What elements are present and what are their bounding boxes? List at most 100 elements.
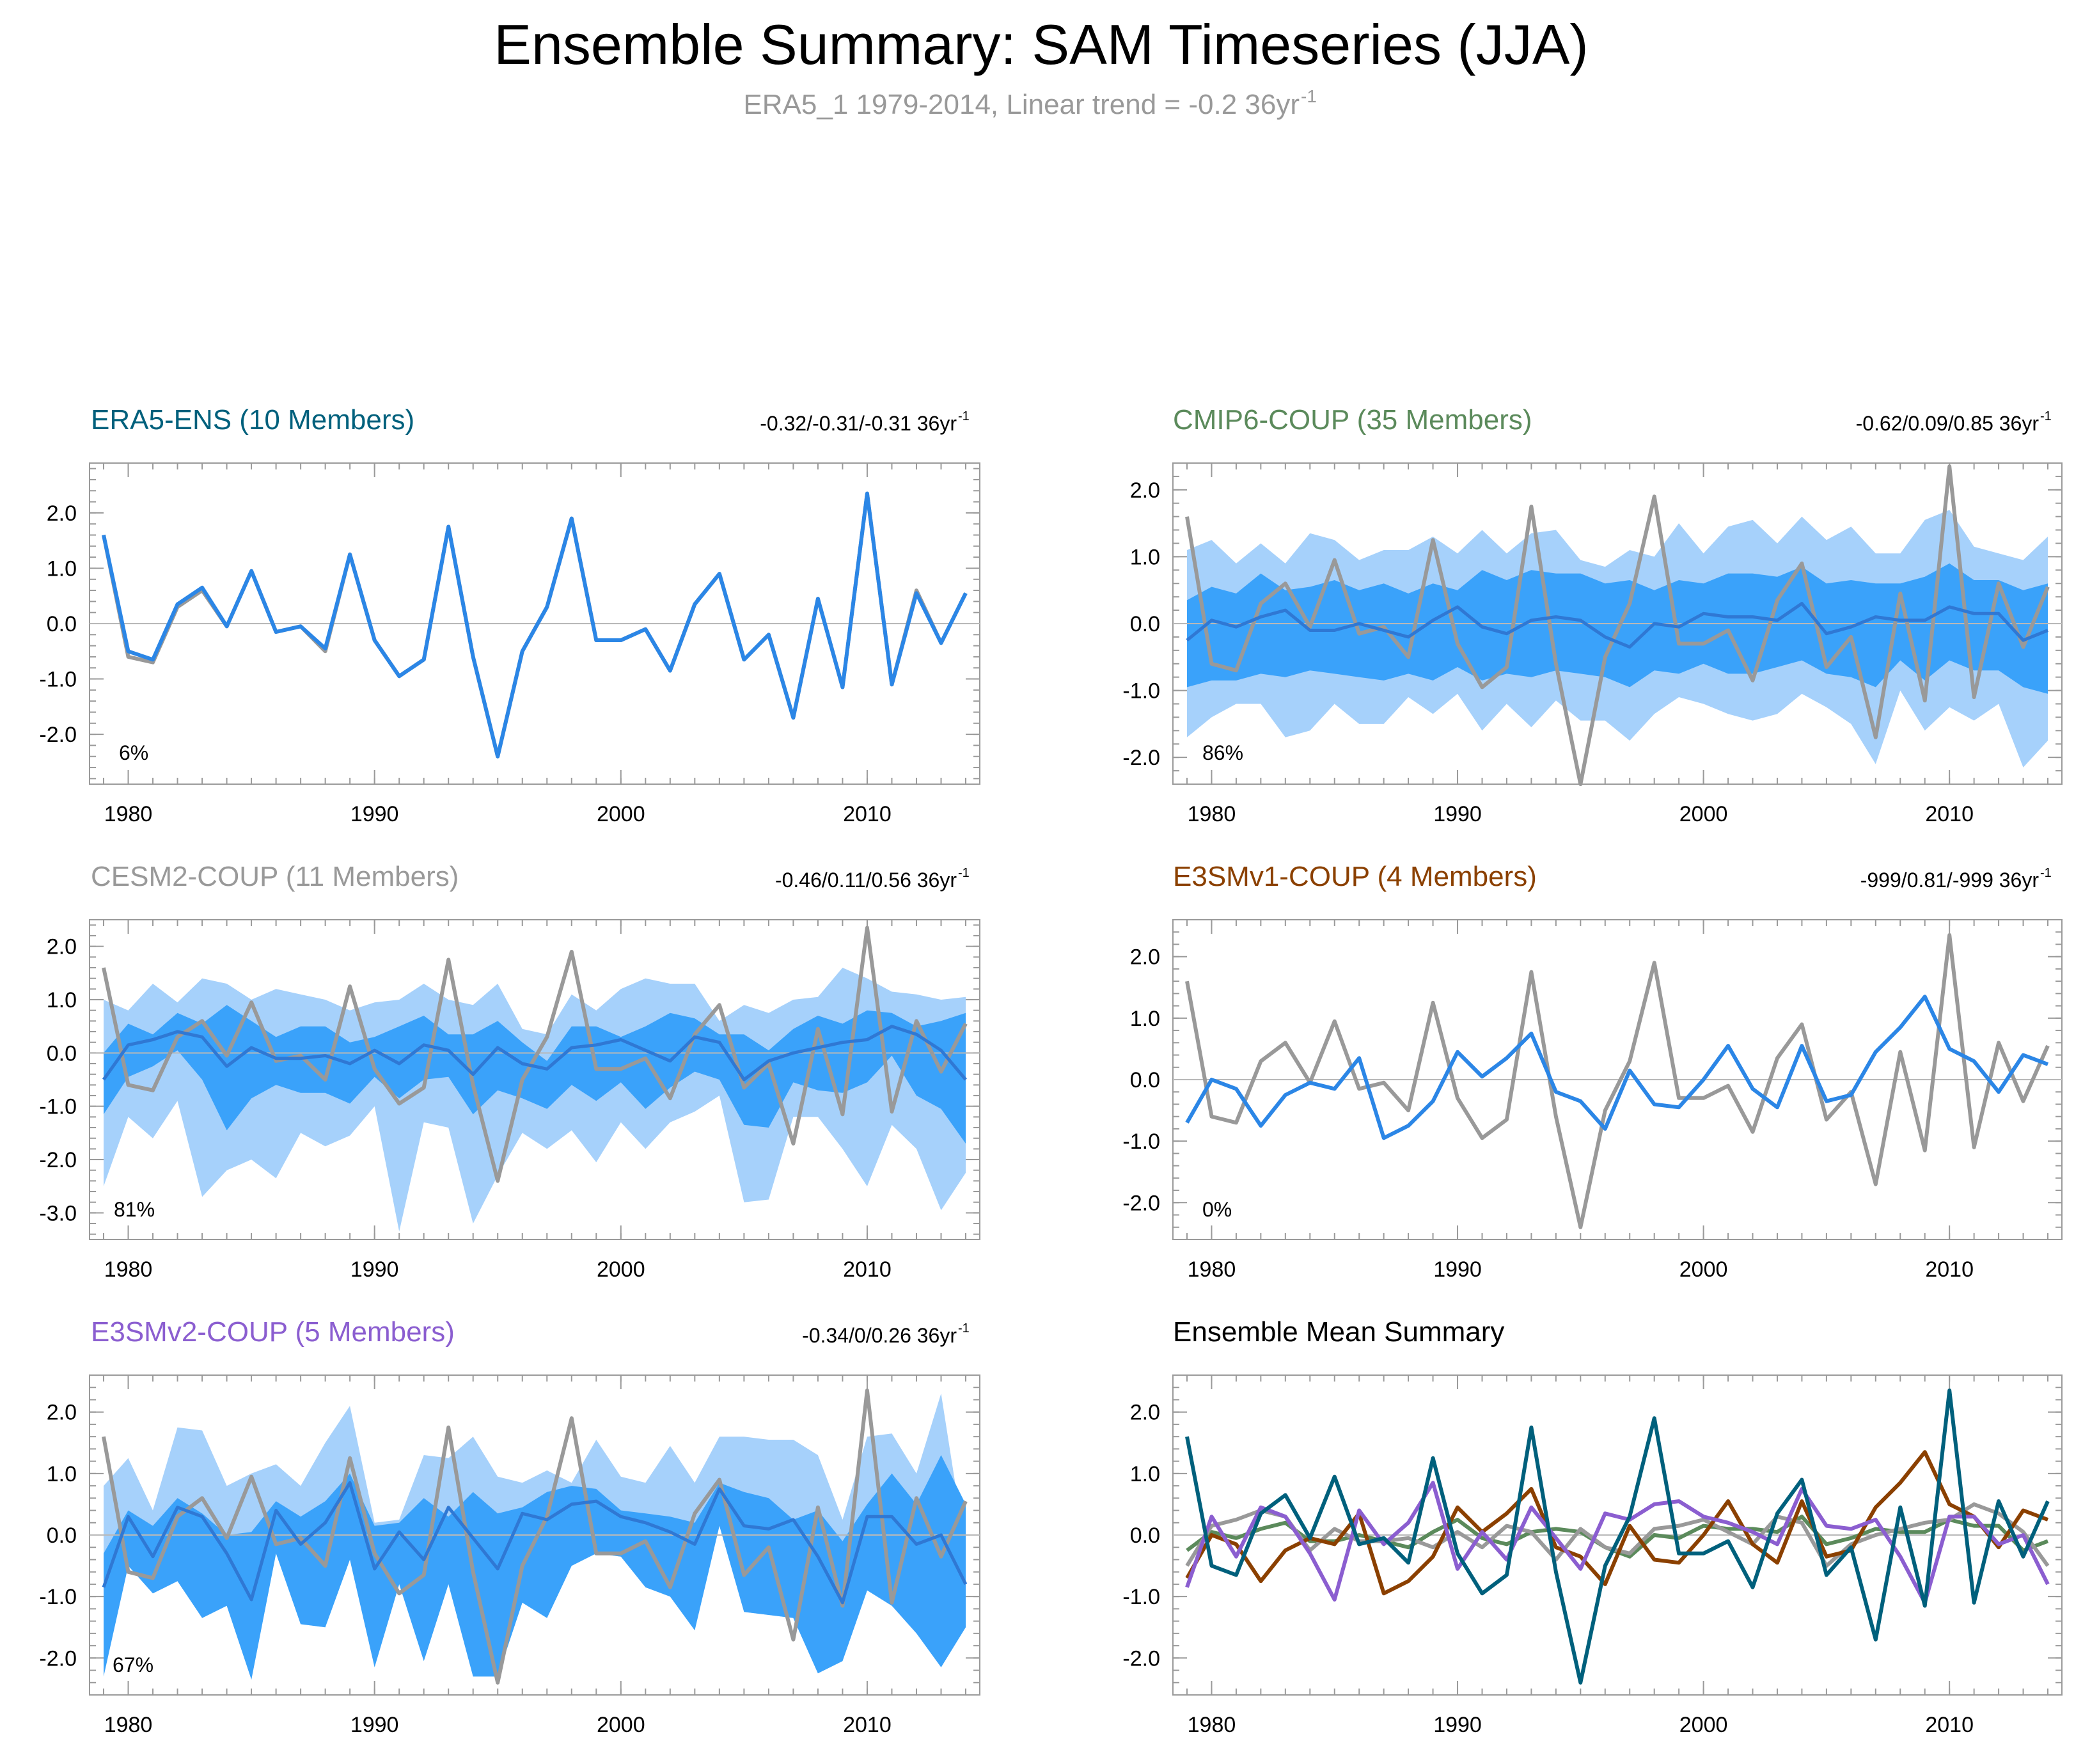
- observation-line: [1185, 464, 2050, 786]
- y-tick-label: 0.0: [47, 1524, 77, 1548]
- panel-title: E3SMv1-COUP (4 Members): [1173, 861, 1537, 892]
- x-tick-label: 2000: [1679, 802, 1728, 826]
- panel-title: ERA5-ENS (10 Members): [91, 404, 414, 436]
- y-tick-label: -2.0: [39, 723, 77, 747]
- ensemble-mean-line-e3smv1: [1185, 1450, 2049, 1596]
- y-tick-label: 1.0: [1130, 545, 1160, 569]
- ensemble-mean-line: [1186, 602, 2048, 649]
- x-tick-label: 2000: [1679, 1713, 1728, 1737]
- y-tick-label: 1.0: [47, 1462, 77, 1486]
- y-tick-label: 0.0: [1130, 1524, 1160, 1548]
- trend-superscript: -1: [958, 409, 970, 423]
- trend-superscript: -1: [2040, 866, 2052, 880]
- x-tick-label: 1990: [350, 802, 399, 826]
- ensemble-mean-line: [1185, 995, 2049, 1140]
- x-tick-label: 2010: [1925, 1713, 1974, 1737]
- panel-title: CMIP6-COUP (35 Members): [1173, 404, 1532, 436]
- panel-e3smv1-coup: E3SMv1-COUP (4 Members) -999/0.81/-999 3…: [1122, 861, 2063, 1282]
- x-tick-label: 2000: [1679, 1257, 1728, 1282]
- x-tick-label: 2010: [1925, 802, 1974, 826]
- y-tick-label: -1.0: [39, 1585, 77, 1609]
- panel-era5-ens: ERA5-ENS (10 Members) -0.32/-0.31/-0.31 …: [39, 404, 980, 826]
- panel-title: E3SMv2-COUP (5 Members): [91, 1316, 455, 1348]
- panel-cesm2-coup: CESM2-COUP (11 Members) -0.46/0.11/0.56 …: [39, 861, 980, 1282]
- x-tick-label: 2010: [843, 1257, 892, 1282]
- figure-title: Ensemble Summary: SAM Timeseries (JJA): [494, 13, 1589, 76]
- x-tick-label: 2010: [843, 802, 892, 826]
- y-tick-label: 2.0: [47, 935, 77, 959]
- panel-e3smv2-coup: E3SMv2-COUP (5 Members) -0.34/0/0.26 36y…: [39, 1316, 980, 1737]
- y-tick-label: 0.0: [47, 1041, 77, 1066]
- ensemble-mean-line: [102, 491, 968, 759]
- y-tick-label: -1.0: [39, 1095, 77, 1119]
- x-tick-label: 1990: [1433, 1257, 1482, 1282]
- x-tick-label: 1990: [1433, 1713, 1482, 1737]
- y-tick-label: 0.0: [1130, 612, 1160, 636]
- ensemble-mean-line-e3smv2: [1185, 1481, 2050, 1605]
- y-tick-label: 1.0: [1130, 1007, 1160, 1031]
- trend-label: -0.62/0.09/0.85 36yr: [1856, 412, 2040, 435]
- y-tick-label: 2.0: [1130, 945, 1160, 970]
- y-tick-label: -2.0: [39, 1646, 77, 1671]
- observation-line: [102, 491, 968, 759]
- y-tick-label: 2.0: [47, 1401, 77, 1425]
- panel-ensemble-mean-summary: Ensemble Mean Summary 2.0 1.0 0.0 -1.0 -2.0 1…: [1122, 1316, 2063, 1737]
- x-tick-label: 1990: [1433, 802, 1482, 826]
- ensemble-spread-inner: [104, 1005, 966, 1144]
- trend-label: -0.34/0/0.26 36yr: [802, 1324, 957, 1347]
- x-tick-label: 1980: [104, 1713, 153, 1737]
- x-tick-label: 2010: [843, 1713, 892, 1737]
- y-tick-label: -2.0: [1122, 746, 1160, 770]
- x-tick-label: 2000: [597, 1257, 645, 1282]
- y-tick-label: 2.0: [1130, 1401, 1160, 1425]
- x-tick-label: 1980: [1188, 1257, 1236, 1282]
- percent-label: 81%: [114, 1198, 155, 1221]
- y-tick-label: -1.0: [1122, 679, 1160, 704]
- trend-label: -999/0.81/-999 36yr: [1860, 869, 2040, 892]
- y-tick-label: -3.0: [39, 1201, 77, 1225]
- x-tick-label: 2000: [597, 1713, 645, 1737]
- observation-line: [102, 1389, 968, 1685]
- ensemble-mean-line: [102, 1481, 968, 1605]
- x-tick-label: 1980: [104, 1257, 153, 1282]
- percent-label: 0%: [1202, 1198, 1232, 1221]
- y-tick-label: 1.0: [47, 556, 77, 581]
- trend-superscript: -1: [958, 1321, 970, 1335]
- y-tick-label: 2.0: [1130, 478, 1160, 503]
- x-tick-label: 1980: [1188, 1713, 1236, 1737]
- trend-label: -0.46/0.11/0.56 36yr: [775, 869, 957, 892]
- percent-label: 67%: [113, 1653, 153, 1676]
- y-tick-label: -2.0: [1122, 1646, 1160, 1671]
- y-tick-label: 1.0: [1130, 1462, 1160, 1486]
- x-tick-label: 2010: [1925, 1257, 1974, 1282]
- ensemble-mean-line: [102, 1025, 967, 1082]
- ensemble-spread-inner: [104, 1455, 966, 1680]
- y-tick-label: 1.0: [47, 988, 77, 1012]
- y-tick-label: -2.0: [39, 1148, 77, 1172]
- plot-frame: [89, 919, 980, 1240]
- observation-line: [102, 925, 968, 1183]
- ensemble-mean-line-era5: [1185, 1389, 2050, 1685]
- trend-label: -0.32/-0.31/-0.31 36yr: [760, 412, 957, 435]
- y-tick-label: -2.0: [1122, 1191, 1160, 1215]
- panel-title: Ensemble Mean Summary: [1173, 1316, 1504, 1348]
- x-tick-label: 1980: [1188, 802, 1236, 826]
- percent-label: 6%: [119, 741, 148, 764]
- y-tick-label: -1.0: [39, 668, 77, 692]
- percent-label: 86%: [1202, 741, 1243, 764]
- trend-superscript: -1: [958, 866, 970, 880]
- x-tick-label: 1990: [350, 1257, 399, 1282]
- observation-line: [1185, 933, 2050, 1229]
- panel-cmip6-coup: CMIP6-COUP (35 Members) -0.62/0.09/0.85 …: [1122, 404, 2063, 826]
- panel-title: CESM2-COUP (11 Members): [91, 861, 459, 892]
- figure-subtitle-superscript: -1: [1301, 86, 1317, 106]
- x-tick-label: 2000: [597, 802, 645, 826]
- y-tick-label: 0.0: [47, 612, 77, 636]
- x-tick-label: 1990: [350, 1713, 399, 1737]
- y-tick-label: 0.0: [1130, 1068, 1160, 1092]
- y-tick-label: -1.0: [1122, 1130, 1160, 1154]
- y-tick-label: 2.0: [47, 501, 77, 526]
- x-tick-label: 1980: [104, 802, 153, 826]
- figure-subtitle: ERA5_1 1979-2014, Linear trend = -0.2 36…: [743, 89, 1300, 120]
